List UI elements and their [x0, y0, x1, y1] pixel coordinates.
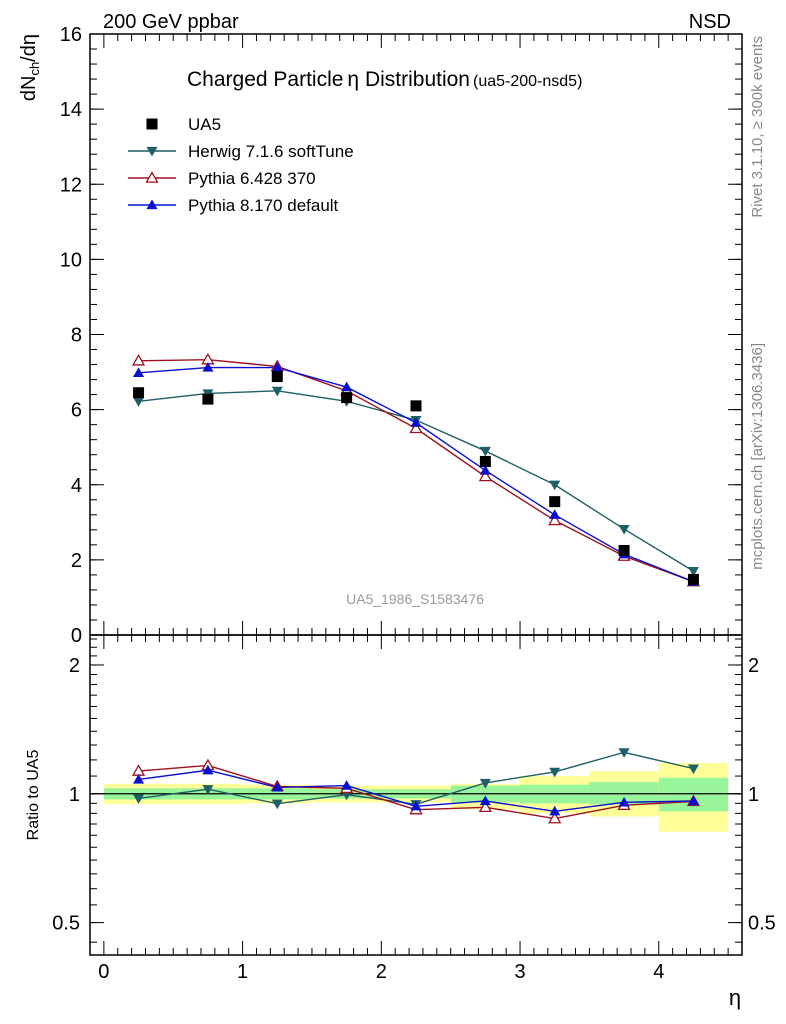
legend-label: Pythia 6.428 370: [188, 169, 316, 188]
ua5-main-point: [687, 573, 699, 585]
herwig-7-1-6-softtune-main-point: [479, 446, 491, 457]
pythia-8-170-default-main-point: [410, 417, 422, 427]
pythia-8-170-default-ratio-point: [133, 773, 145, 784]
ua5-main-point: [133, 387, 145, 399]
header-right-label: NSD: [689, 11, 731, 33]
y-label-part-a: dN: [18, 76, 40, 102]
y-label-part-b: /dη: [18, 34, 40, 62]
pythia-8-170-default-ratio-point: [410, 800, 422, 811]
main-y-axis-label: dNch/dη: [18, 34, 42, 101]
ratio-y-axis-label: Ratio to UA5: [25, 750, 42, 841]
ratio-y-tick-label-right: 0.5: [748, 913, 776, 935]
main-y-tick-label: 2: [71, 550, 82, 572]
herwig-7-1-6-softtune-main-point: [618, 524, 630, 535]
pythia-6-428-370-ratio-point: [548, 811, 562, 824]
pythia-6-428-370-ratio-point: [478, 800, 492, 813]
main-y-tick-label: 16: [60, 24, 82, 46]
ua5-main-point: [618, 544, 630, 556]
ratio-y-tick-label: 2: [69, 655, 80, 677]
main-y-tick-label: 4: [71, 475, 82, 497]
main-y-tick-label: 12: [60, 174, 82, 196]
pythia-8-170-default-ratio-point: [479, 795, 491, 806]
pythia-8-170-default-main-point: [479, 464, 491, 475]
legend-marker: [146, 118, 158, 130]
ua5-main-point: [410, 400, 422, 412]
herwig-7-1-6-softtune-ratio-point: [549, 767, 561, 778]
legend-label: UA5: [188, 115, 221, 134]
analysis-watermark: UA5_1986_S1583476: [346, 591, 484, 607]
chart-title-main: Charged Particle: [187, 68, 343, 91]
herwig-7-1-6-softtune-main-point: [133, 397, 145, 407]
pythia-6-428-370-main-point: [131, 353, 146, 366]
herwig-7-1-6-softtune-main-point: [687, 567, 699, 577]
x-tick-label: 2: [376, 961, 387, 983]
chart-title-suffix: (ua5-200-nsd5): [473, 73, 582, 90]
pythia-6-428-370-main-point: [478, 469, 492, 482]
main-y-tick-label: 10: [60, 249, 82, 271]
herwig-7-1-6-softtune-ratio-point: [133, 794, 145, 804]
ua5-main-point: [341, 392, 353, 404]
pythia-8-170-default-main-point: [202, 362, 214, 372]
main-y-tick-label: 6: [71, 400, 82, 422]
pythia-8-170-default-ratio-point: [687, 795, 699, 806]
pythia-8-170-default-main-point: [341, 381, 353, 392]
pythia-8-170-default-main-point: [133, 367, 145, 377]
main-y-tick-label: 14: [60, 99, 82, 121]
pythia-8-170-default-ratio-point: [549, 805, 561, 816]
herwig-7-1-6-softtune-ratio-point: [202, 785, 214, 795]
herwig-7-1-6-softtune-main-point: [549, 480, 561, 491]
legend-marker: [146, 146, 158, 157]
x-axis-label: η: [729, 985, 741, 1010]
stat-uncertainty-band: [658, 777, 729, 812]
chart-title: Charged Particle η Distribution (ua5-200-n…: [187, 68, 582, 91]
ratio-y-tick-label: 0.5: [52, 913, 80, 935]
ua5-main-point: [271, 371, 283, 383]
x-tick-label: 0: [98, 961, 109, 983]
chart-title-symbol: η: [347, 68, 359, 91]
herwig-7-1-6-softtune-ratio-point: [618, 748, 630, 758]
herwig-7-1-6-softtune-ratio-point: [271, 799, 283, 810]
ratio-panel-frame: [89, 634, 743, 956]
herwig-7-1-6-softtune-ratio-point: [687, 764, 699, 775]
pythia-8-170-default-ratio-point: [618, 796, 630, 807]
main-y-tick-label: 8: [71, 325, 82, 347]
x-tick-label: 4: [653, 961, 664, 983]
mcplots-label: mcplots.cern.ch [arXiv:1306.3436]: [749, 343, 766, 570]
ua5-main-point: [549, 496, 561, 508]
main-y-tick-label: 0: [71, 625, 82, 647]
ua5-main-point: [479, 455, 491, 467]
pythia-8-170-default-ratio-point: [341, 780, 353, 790]
ratio-y-tick-label-right: 1: [748, 784, 759, 806]
herwig-7-1-6-softtune-main-point: [271, 386, 283, 397]
data-series: [131, 352, 701, 824]
legend-label: Herwig 7.1.6 softTune: [188, 142, 354, 161]
herwig-7-1-6-softtune-ratio-point: [479, 778, 491, 789]
ratio-y-tick-label-right: 2: [748, 655, 759, 677]
pythia-8-170-default-main-point: [271, 362, 283, 372]
pythia-8-170-default-main-point: [549, 509, 561, 519]
pythia-6-428-370-main-point: [548, 513, 562, 526]
legend-marker: [146, 199, 158, 210]
rivet-version-label: Rivet 3.1.10, ≥ 300k events: [749, 36, 766, 218]
header-left-label: 200 GeV ppbar: [103, 11, 239, 33]
x-tick-label: 1: [237, 961, 248, 983]
pythia-8-170-default-ratio-point: [271, 781, 283, 792]
pythia-6-428-370-main-point: [409, 421, 423, 434]
y-label-subscript: ch: [27, 62, 42, 76]
chart-title-rest: Distribution: [359, 68, 470, 91]
ua5-main-point: [202, 393, 214, 405]
legend-marker: [145, 171, 159, 183]
pythia-8-170-default-ratio-point: [202, 764, 214, 775]
x-tick-label: 3: [514, 961, 525, 983]
legend-label: Pythia 8.170 default: [188, 196, 339, 215]
legend: UA5 Herwig 7.1.6 softTune Pythia 6.428 370…: [128, 115, 354, 215]
ratio-y-tick-label: 1: [69, 784, 80, 806]
